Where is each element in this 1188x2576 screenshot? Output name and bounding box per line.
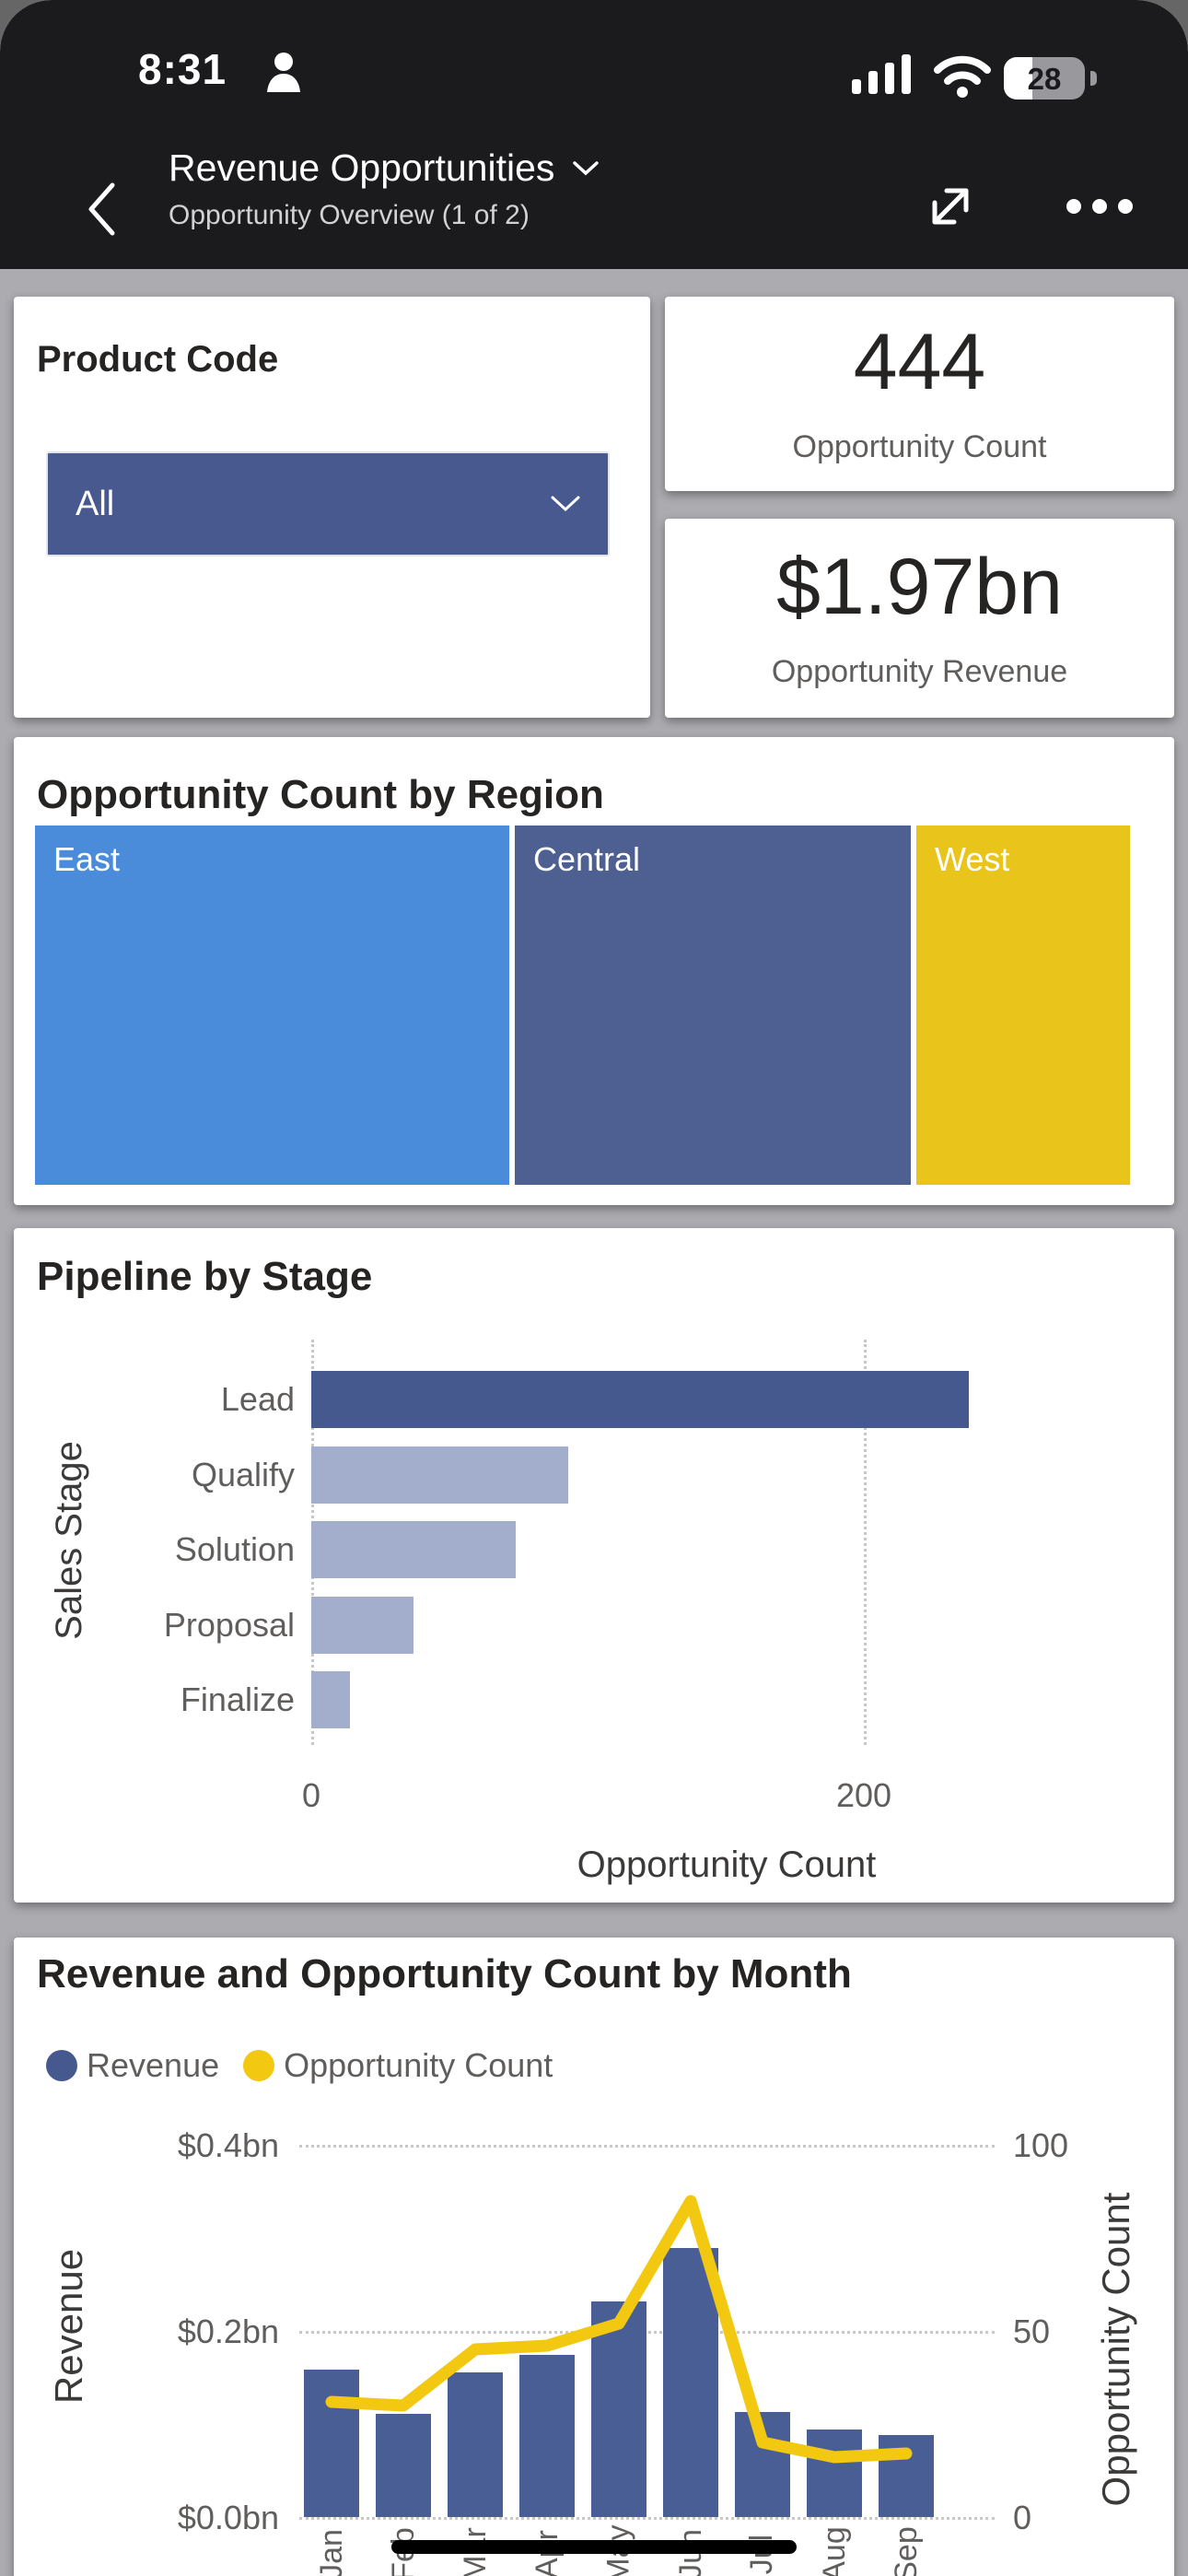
month-label: Jan [313, 2529, 349, 2576]
bar-finalize[interactable] [311, 1671, 350, 1728]
bar-jul[interactable] [735, 2412, 790, 2517]
gridline [299, 2517, 995, 2520]
bar-mar[interactable] [448, 2372, 503, 2517]
bar-apr[interactable] [519, 2355, 575, 2517]
bar-aug[interactable] [807, 2430, 862, 2517]
report-titles: Revenue Opportunities Opportunity Overvi… [169, 146, 600, 231]
chart-legend: Revenue Opportunity Count [46, 2046, 553, 2085]
slicer-title: Product Code [37, 339, 279, 380]
legend-label: Revenue [87, 2046, 220, 2084]
battery-nub [1090, 71, 1097, 86]
category-label: Qualify [191, 1456, 295, 1493]
treemap-tile-label: Central [533, 840, 641, 878]
left-tick-label: $0.4bn [177, 2126, 279, 2164]
gridline [864, 1340, 867, 1745]
page-indicator: Opportunity Overview (1 of 2) [169, 200, 530, 231]
user-profile-icon [263, 52, 304, 96]
legend-label: Opportunity Count [284, 2046, 553, 2084]
visual-title: Pipeline by Stage [37, 1254, 373, 1299]
month-label: Sep [888, 2526, 924, 2576]
treemap-tile-label: West [935, 840, 1010, 878]
bar-jun[interactable] [663, 2248, 718, 2517]
visual-title: Revenue and Opportunity Count by Month [37, 1951, 852, 1996]
battery-percent: 28 [1027, 62, 1062, 96]
app-header: 8:31 28 [0, 0, 1188, 269]
report-title: Revenue Opportunities [169, 146, 555, 189]
bar-lead[interactable] [311, 1371, 969, 1428]
right-tick-label: 50 [1013, 2313, 1051, 2350]
gridline [299, 2145, 995, 2148]
treemap-card: Opportunity Count by Region East Central W… [14, 737, 1174, 1205]
kpi-label: Opportunity Count [792, 429, 1047, 464]
visual-title: Opportunity Count by Region [37, 772, 604, 817]
home-indicator[interactable] [391, 2540, 797, 2554]
right-tick-label: 0 [1013, 2499, 1032, 2536]
treemap-tile-central[interactable]: Central [515, 825, 911, 1185]
dropdown-value: All [76, 484, 115, 523]
left-axis-title: Revenue [47, 2248, 90, 2405]
treemap-tile-east[interactable]: East [35, 825, 509, 1185]
legend-item[interactable]: Opportunity Count [243, 2046, 553, 2085]
bar-feb[interactable] [376, 2414, 431, 2517]
bar-proposal[interactable] [311, 1597, 413, 1654]
status-time: 8:31 [138, 45, 227, 93]
wifi-icon [932, 53, 993, 98]
back-button[interactable] [85, 181, 118, 238]
chevron-down-icon [551, 496, 580, 512]
right-tick-label: 100 [1013, 2126, 1069, 2164]
cellular-signal-icon [852, 53, 913, 98]
category-label: Lead [220, 1380, 295, 1418]
right-axis-title: Opportunity Count [1094, 2192, 1137, 2507]
treemap: East Central West [35, 825, 1130, 1185]
bar-sep[interactable] [879, 2435, 934, 2517]
combo-chart: $0.0bn0$0.2bn50$0.4bn100JanFebMarAprMayJ… [14, 1938, 1174, 2576]
treemap-tile-label: East [53, 840, 121, 878]
more-options-button[interactable] [1065, 195, 1135, 217]
legend-item[interactable]: Revenue [46, 2046, 219, 2085]
left-tick-label: $0.2bn [177, 2313, 279, 2350]
product-code-slicer-card: Product Code All [14, 297, 650, 718]
x-axis-title: Opportunity Count [577, 1844, 877, 1885]
kpi-label: Opportunity Revenue [771, 653, 1068, 689]
legend-dot [243, 2050, 275, 2081]
treemap-tile-west[interactable]: West [916, 825, 1130, 1185]
category-label: Solution [174, 1530, 295, 1568]
category-label: Finalize [180, 1680, 295, 1718]
kpi-value: $1.97bn [776, 542, 1063, 631]
opportunity-revenue-kpi-card[interactable]: $1.97bn Opportunity Revenue [665, 519, 1174, 718]
month-label: Aug [816, 2526, 852, 2576]
product-code-dropdown[interactable]: All [46, 451, 610, 556]
opportunity-count-kpi-card[interactable]: 444 Opportunity Count [665, 297, 1174, 491]
y-axis-title: Sales Stage [49, 1441, 89, 1640]
combo-chart-card: Revenue and Opportunity Count by Month R… [14, 1938, 1174, 2576]
bar-may[interactable] [591, 2301, 646, 2517]
report-title-dropdown[interactable]: Revenue Opportunities [169, 146, 600, 189]
pipeline-chart-card: Pipeline by Stage Lead Qualify Solution Pro… [14, 1228, 1174, 1903]
bar-jan[interactable] [304, 2370, 359, 2517]
left-tick-label: $0.0bn [177, 2499, 279, 2536]
kpi-value: 444 [853, 318, 986, 406]
gridline [299, 2331, 995, 2334]
category-label: Proposal [163, 1606, 295, 1644]
bar-chart: Lead Qualify Solution Proposal Finalize [14, 1228, 1174, 1903]
bar-qualify[interactable] [311, 1446, 568, 1504]
bar-solution[interactable] [311, 1521, 516, 1578]
chevron-down-icon [573, 160, 600, 175]
battery-icon: 28 [1004, 57, 1085, 100]
x-tick-200: 200 [835, 1776, 892, 1814]
x-tick-0: 0 [301, 1776, 321, 1814]
legend-dot [46, 2050, 77, 2081]
expand-fullscreen-button[interactable] [923, 179, 978, 234]
